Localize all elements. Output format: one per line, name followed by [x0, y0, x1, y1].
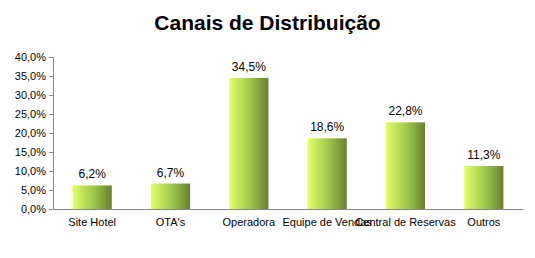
tick-label: 15,0% [15, 146, 46, 158]
tick: 0,0% [21, 203, 53, 215]
tick-label: 35,0% [15, 70, 46, 82]
data-labels: 6,2% 6,7% 34,5% 18,6% 22,8% 11,3% [78, 60, 500, 182]
bar [73, 185, 112, 209]
tick-label: 25,0% [15, 108, 46, 120]
tick: 5,0% [21, 184, 53, 196]
tick-mark [49, 114, 53, 115]
axis-line [49, 58, 54, 210]
tick-label: 40,0% [15, 51, 46, 63]
tick: Central de Reservas [355, 209, 456, 228]
bar [151, 184, 190, 209]
axis-line [54, 209, 524, 210]
tick-label: OTA's [156, 216, 186, 228]
tick: Site Hotel [68, 209, 116, 228]
data-label: 6,7% [157, 166, 185, 180]
tick-label: 30,0% [15, 89, 46, 101]
tick: 40,0% [15, 51, 53, 63]
bar [308, 138, 347, 209]
data-label: 18,6% [310, 120, 344, 134]
tick-label: 5,0% [21, 184, 46, 196]
tick-mark [49, 171, 53, 172]
tick-label: Site Hotel [68, 216, 116, 228]
tick: 25,0% [15, 108, 53, 120]
bar [229, 78, 268, 209]
chart: Canais de Distribuição 0,0% 5,0% 10,0% 15,0%… [0, 0, 535, 258]
data-label: 34,5% [232, 60, 266, 74]
tick-mark [49, 152, 53, 153]
tick-label: 20,0% [15, 127, 46, 139]
tick-mark [49, 209, 53, 210]
tick: Outros [467, 209, 501, 228]
tick: 35,0% [15, 70, 53, 82]
tick-label: Outros [467, 216, 501, 228]
plot-area: 0,0% 5,0% 10,0% 15,0% 20,0% 25,0% 30,0% 35,0% 40… [15, 51, 524, 228]
tick-label: 0,0% [21, 203, 46, 215]
x-axis: Site HotelOTA'sOperadoraEquipe de Vendas… [54, 209, 524, 228]
tick-mark [49, 190, 53, 191]
tick-mark [49, 133, 53, 134]
tick-label: Central de Reservas [355, 216, 456, 228]
data-label: 11,3% [467, 148, 500, 162]
tick: 15,0% [15, 146, 53, 158]
tick-label: Operadora [223, 216, 276, 228]
data-label: 6,2% [78, 167, 106, 181]
tick: OTA's [156, 209, 186, 228]
title: Canais de Distribuição [154, 11, 380, 34]
tick: 20,0% [15, 127, 53, 139]
bar [386, 122, 425, 209]
data-label: 22,8% [388, 104, 422, 118]
bar [464, 166, 503, 209]
tick: 10,0% [15, 165, 53, 177]
tick-label: 10,0% [15, 165, 46, 177]
y-axis: 0,0% 5,0% 10,0% 15,0% 20,0% 25,0% 30,0% 35,0% 40… [15, 51, 54, 215]
tick: 30,0% [15, 89, 53, 101]
bars [73, 78, 504, 209]
tick-mark [49, 95, 53, 96]
tick-mark [49, 57, 53, 58]
tick-mark [49, 76, 53, 77]
tick: Operadora [223, 209, 276, 228]
